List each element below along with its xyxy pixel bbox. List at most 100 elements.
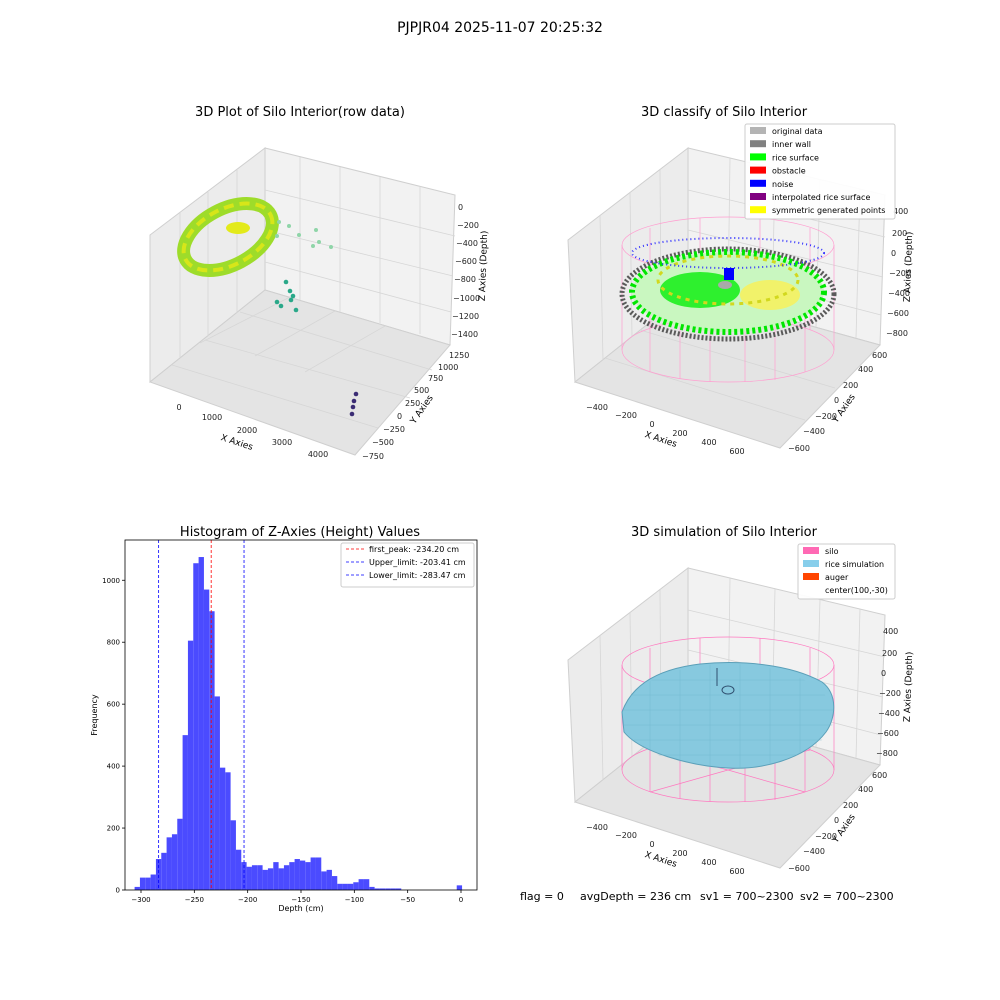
histogram-y-tick-label: 1000 [102, 577, 120, 585]
svg-text:−400: −400 [878, 709, 900, 718]
footer-status: flag = 0 avgDepth = 236 cm sv1 = 700~230… [520, 890, 894, 903]
svg-text:600: 600 [872, 351, 887, 360]
svg-text:−400: −400 [888, 289, 910, 298]
histogram-frame [124, 539, 478, 891]
svg-text:−800: −800 [876, 749, 898, 758]
simulation-z-ticks: 400 200 0 −200 −400 −600 −800 [876, 627, 901, 758]
classify-legend-swatch [750, 206, 766, 214]
svg-text:600: 600 [872, 771, 887, 780]
histogram-y-tick-label: 600 [107, 701, 120, 709]
svg-text:−600: −600 [877, 729, 899, 738]
simulation-legend-label: rice simulation [825, 560, 884, 569]
histogram-bar [145, 877, 151, 890]
svg-text:0: 0 [891, 249, 896, 258]
histogram-bar [353, 882, 359, 890]
classify-legend-swatch [750, 166, 766, 174]
histogram-x-label: Depth (cm) [278, 904, 323, 913]
histogram-legend: first_peak: -234.20 cm Upper_limit: -203.… [340, 542, 475, 588]
svg-text:0: 0 [834, 816, 839, 825]
svg-text:0: 0 [834, 396, 839, 405]
svg-text:400: 400 [701, 438, 716, 447]
simulation-legend-label: auger [825, 573, 849, 582]
raw-y-ticks: −750 −500 −250 0 250 500 750 1000 1250 [362, 351, 469, 461]
histogram-bar [267, 868, 274, 890]
simulation-y-ticks: −600 −400 −200 0 200 400 600 [788, 771, 887, 873]
classify-legend-label: original data [772, 127, 823, 136]
simulation-legend-label: center(100,-30) [825, 586, 888, 595]
svg-text:1000: 1000 [202, 413, 222, 422]
svg-text:−1200: −1200 [452, 312, 479, 321]
classify-x-ticks: −400 −200 0 200 400 600 [586, 403, 745, 456]
simulation-panel-title: 3D simulation of Silo Interior [631, 525, 818, 540]
histogram-bar [203, 589, 210, 890]
histogram-bar [379, 888, 386, 890]
histogram-x-tick-label: −250 [185, 896, 204, 904]
raw-grid [171, 157, 456, 429]
svg-text:600: 600 [729, 447, 744, 456]
histogram-y-tick-label: 0 [116, 887, 120, 895]
svg-text:−500: −500 [372, 438, 394, 447]
histogram-x-tick-label: −150 [291, 896, 310, 904]
histogram-y-tick-label: 200 [107, 825, 120, 833]
svg-text:400: 400 [701, 858, 716, 867]
histogram-x-tick-label: −300 [131, 896, 150, 904]
svg-text:0: 0 [649, 420, 654, 429]
histogram-bar [134, 886, 140, 890]
raw-x-label: X Axies [219, 433, 254, 453]
svg-text:3000: 3000 [272, 438, 292, 447]
histogram-y-tick-label: 400 [107, 763, 120, 771]
raw-3d-panel: 3D Plot of Silo Interior(row data) 0 100… [148, 105, 490, 461]
histogram-bar [305, 862, 311, 890]
histogram-bar [310, 857, 316, 890]
histogram-y-label: Frequency [90, 694, 99, 736]
histogram-panel: Histogram of Z-Axies (Height) Values −30… [90, 525, 478, 913]
svg-text:−600: −600 [788, 864, 810, 873]
svg-text:−200: −200 [889, 269, 911, 278]
raw-floor [148, 289, 451, 456]
histogram-bar [278, 868, 284, 890]
svg-text:0: 0 [881, 669, 886, 678]
histogram-bar [225, 772, 231, 890]
raw-scatter-points [274, 220, 359, 417]
footer-sv2: sv2 = 700~2300 [800, 890, 894, 903]
histogram-bar [219, 767, 226, 890]
svg-text:−600: −600 [788, 444, 810, 453]
histogram-bar [456, 885, 463, 890]
footer-avg-depth: avgDepth = 236 cm [580, 890, 691, 903]
histogram-legend-label: Lower_limit: -283.47 cm [369, 571, 466, 580]
histogram-bar [171, 834, 178, 890]
svg-text:−400: −400 [803, 847, 825, 856]
raw-point-cluster [226, 222, 250, 234]
histogram-bar [139, 877, 146, 890]
svg-text:0: 0 [176, 403, 181, 412]
histogram-bar [161, 852, 167, 890]
classify-z-label: Z Axies (Depth) [903, 232, 915, 303]
histogram-bar [358, 879, 364, 890]
histogram-bar [177, 818, 183, 890]
svg-text:−200: −200 [457, 221, 479, 230]
svg-text:−400: −400 [586, 403, 608, 412]
svg-text:−400: −400 [803, 427, 825, 436]
svg-text:250: 250 [405, 399, 420, 408]
histogram-bar [214, 696, 220, 890]
simulation-legend-swatch [803, 573, 819, 580]
histogram-bar [198, 557, 204, 890]
svg-text:0: 0 [397, 412, 402, 421]
svg-text:500: 500 [414, 386, 429, 395]
classify-legend-swatch [750, 193, 766, 200]
histogram-bar [273, 862, 279, 890]
histogram-bar [246, 866, 252, 890]
figure-title: PJPJR04 2025-11-07 20:25:32 [397, 20, 603, 36]
simulation-legend: silo rice simulation auger center(100,-30) [797, 543, 896, 600]
svg-text:−200: −200 [815, 412, 837, 421]
classify-3d-panel: 3D classify of Silo Interior [567, 105, 915, 456]
histogram-x-tick-label: −100 [345, 896, 364, 904]
classify-legend-label: interpolated rice surface [772, 193, 870, 202]
histogram-x-tick-label: −200 [238, 896, 257, 904]
svg-text:750: 750 [428, 374, 443, 383]
classify-noise-points [631, 237, 825, 269]
histogram-bar [209, 611, 215, 890]
svg-text:200: 200 [882, 649, 897, 658]
svg-text:−600: −600 [887, 309, 909, 318]
classify-legend-label: symmetric generated points [772, 206, 885, 215]
